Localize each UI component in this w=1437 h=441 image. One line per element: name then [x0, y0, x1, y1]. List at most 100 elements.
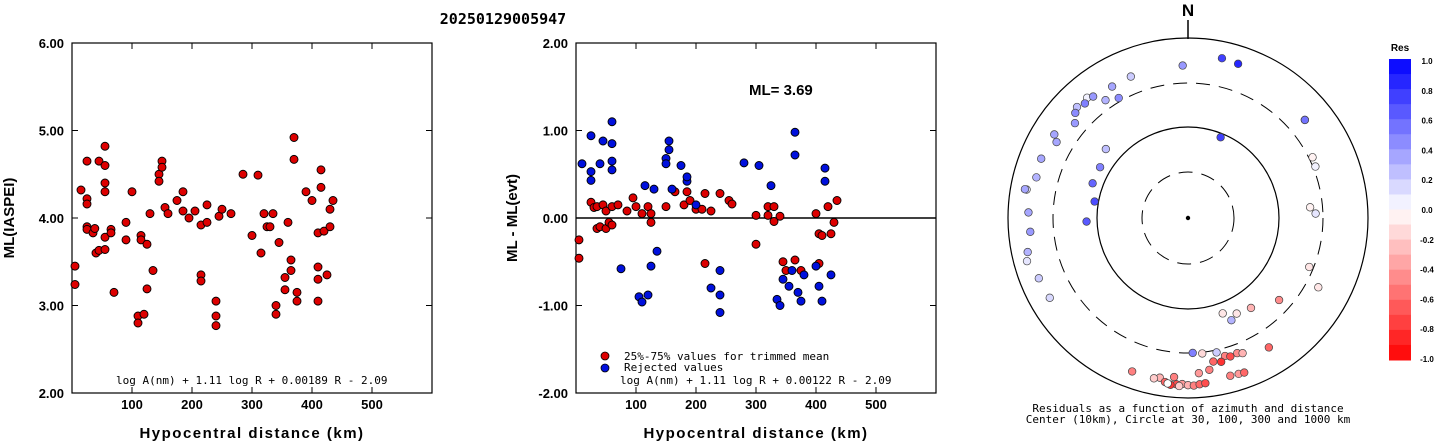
- plot1-data-point: [226, 209, 236, 219]
- plot1-data-point: [325, 222, 335, 232]
- ml-annotation: ML= 3.69: [749, 82, 813, 99]
- plot1-data-point: [253, 170, 263, 180]
- polar-station-point: [1274, 295, 1284, 305]
- plot2-data-point: [652, 246, 662, 256]
- colorbar-tick-label: 0.4: [1421, 146, 1433, 155]
- plot1-data-point: [100, 161, 110, 170]
- plot2-data-point: [661, 159, 671, 169]
- plot2-data-point: [823, 202, 833, 212]
- plot2-data-point: [664, 145, 674, 155]
- plot1-data-point: [172, 196, 182, 205]
- legend-marker-trimmed: [600, 351, 610, 361]
- plot2-data-point: [763, 210, 773, 220]
- plot1-points: [70, 133, 338, 331]
- polar-station-point: [1052, 137, 1061, 147]
- colorbar-cell: [1389, 149, 1411, 165]
- ring-30km: [1141, 171, 1235, 265]
- plot2-xtick-label: 100: [625, 397, 647, 412]
- polar-station-point: [1305, 203, 1315, 212]
- colorbar-cell: [1389, 314, 1411, 331]
- plot2-ytick-label: 1.00: [543, 124, 568, 139]
- plot1-xtick-label: 200: [181, 397, 203, 412]
- plot1-data-point: [121, 235, 131, 245]
- plot1-data-point: [265, 222, 275, 232]
- polar-station-point: [1216, 133, 1225, 142]
- plot2-data-point: [577, 159, 587, 169]
- north-label: N: [1182, 1, 1194, 20]
- plot2-data-point: [778, 274, 788, 284]
- plot2-data-point: [664, 136, 674, 146]
- plot1-data-point: [322, 270, 332, 280]
- polar-station-point: [1037, 154, 1046, 163]
- polar-station-point: [1218, 309, 1227, 318]
- plot1-data-point: [256, 248, 266, 258]
- plot1-data-point: [211, 296, 221, 306]
- plot1-ytick-label: 4.00: [39, 211, 64, 226]
- polar-station-point: [1114, 93, 1123, 103]
- ring-300km: [1052, 82, 1324, 354]
- plot2-data-point: [769, 217, 779, 226]
- plot1-data-point: [274, 238, 284, 247]
- colorbar-cell: [1389, 59, 1411, 75]
- plot2-data-point: [637, 297, 647, 307]
- polar-station-point: [1311, 162, 1320, 171]
- plot2-data-point: [817, 296, 827, 306]
- colorbar-title: Res: [1391, 43, 1410, 54]
- polar-station-point: [1071, 108, 1080, 118]
- colorbar-cell: [1389, 164, 1411, 180]
- plot2-data-point: [715, 290, 725, 300]
- plot2-data-point: [607, 139, 617, 149]
- plot2-data-point: [637, 209, 647, 219]
- polar-station-point: [1217, 357, 1226, 366]
- colorbar-cell: [1389, 74, 1411, 90]
- plot2-data-point: [727, 199, 737, 209]
- plot2-data-point: [574, 235, 584, 245]
- plot2-data-point: [661, 202, 671, 212]
- plot1-data-point: [139, 309, 149, 319]
- polar-station-point: [1088, 92, 1098, 101]
- colorbar-tick-label: -0.6: [1420, 295, 1434, 304]
- plot2-data-point: [775, 211, 785, 221]
- plot2-data-point: [640, 181, 650, 191]
- plot2-data-point: [607, 220, 617, 230]
- plot1-data-point: [133, 318, 143, 328]
- polar-station-point: [1264, 343, 1273, 352]
- polar-station-point: [1101, 96, 1110, 105]
- plot1-data-point: [106, 228, 116, 238]
- colorbar-tick-label: 0.2: [1421, 176, 1433, 185]
- plot2-data-point: [607, 156, 617, 166]
- plot1-data-point: [148, 266, 158, 275]
- plot1-data-point: [142, 284, 152, 294]
- plot1-data-point: [268, 209, 278, 219]
- plot2-data-point: [676, 161, 686, 170]
- polar-station-point: [1178, 61, 1187, 70]
- colorbar-ticks: 1.0 0.8 0.6 0.4 0.2 0.0 -0.2 -0.4 -0.6 -0.8 -1.0: [1420, 57, 1434, 364]
- polar-station-point: [1226, 352, 1235, 361]
- plot2-data-point: [775, 301, 785, 310]
- plot1-data-point: [142, 239, 152, 249]
- plot1-xlabel: Hypocentral distance (km): [139, 425, 364, 441]
- azimuth-residual-plot: N Residuals as a function of azimuth and…: [1007, 1, 1369, 426]
- polar-station-point: [1233, 59, 1243, 68]
- polar-station-point: [1246, 303, 1256, 313]
- plot2-data-point: [646, 261, 656, 271]
- plot2-data-point: [649, 184, 659, 194]
- polar-station-point: [1090, 197, 1099, 206]
- plot2-data-point: [814, 281, 824, 291]
- colorbar-tick-label: 1.0: [1421, 57, 1433, 66]
- plot2-data-point: [811, 261, 821, 271]
- plot2-data-point: [790, 150, 800, 160]
- plot1-xtick-label: 400: [301, 397, 323, 412]
- polar-station-point: [1026, 227, 1035, 236]
- polar-station-point: [1126, 72, 1135, 81]
- plot1-data-point: [202, 217, 212, 227]
- plot2-data-point: [607, 117, 617, 127]
- plot2-xtick-label: 200: [685, 397, 707, 412]
- plot2-data-point: [601, 206, 611, 216]
- plot2-ytick-label: 0.00: [543, 211, 568, 226]
- polar-station-point: [1169, 372, 1179, 382]
- plot2-data-point: [793, 287, 803, 297]
- colorbar-cell: [1389, 284, 1411, 301]
- plot2-data-point: [799, 270, 809, 280]
- plot2-data-point: [628, 193, 638, 203]
